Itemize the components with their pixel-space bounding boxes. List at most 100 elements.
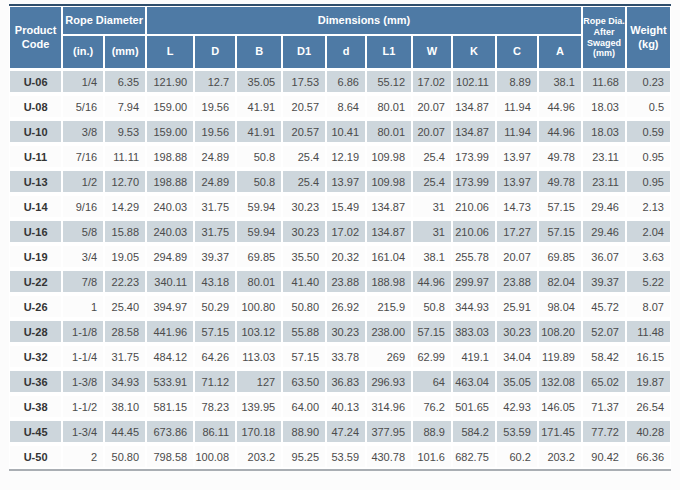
cell-weight: 5.22 xyxy=(626,269,671,294)
spec-table: Product Code Rope Diameter Dimensions (m… xyxy=(9,6,671,469)
cell-L: 294.89 xyxy=(146,244,194,269)
cell-A: 49.78 xyxy=(538,169,582,194)
cell-d: 36.83 xyxy=(326,369,366,394)
table-row: U-26125.40394.9750.29100.8050.8026.92215… xyxy=(9,294,671,319)
cell-K: 299.97 xyxy=(452,269,496,294)
cell-weight: 66.36 xyxy=(626,444,671,469)
cell-C: 30.23 xyxy=(496,319,538,344)
cell-swaged: 18.03 xyxy=(582,119,626,144)
table-row: U-061/46.35121.9012.735.0517.536.8655.12… xyxy=(9,69,671,94)
cell-weight: 8.07 xyxy=(626,294,671,319)
cell-A: 146.05 xyxy=(538,394,582,419)
cell-D: 64.26 xyxy=(194,344,236,369)
cell-L: 198.88 xyxy=(146,144,194,169)
cell-L1: 314.96 xyxy=(366,394,412,419)
cell-d: 23.88 xyxy=(326,269,366,294)
cell-B: 50.8 xyxy=(236,144,282,169)
cell-B: 50.8 xyxy=(236,169,282,194)
cell-code: U-50 xyxy=(9,444,62,469)
cell-weight: 0.95 xyxy=(626,169,671,194)
cell-in: 1-1/8 xyxy=(62,319,104,344)
header-rope-diameter: Rope Diameter xyxy=(62,6,146,35)
cell-A: 44.96 xyxy=(538,94,582,119)
cell-mm: 44.45 xyxy=(104,419,146,444)
table-header: Product Code Rope Diameter Dimensions (m… xyxy=(9,6,671,69)
cell-D: 19.56 xyxy=(194,94,236,119)
cell-d: 20.32 xyxy=(326,244,366,269)
cell-d: 13.97 xyxy=(326,169,366,194)
header-dim-B: B xyxy=(236,35,282,69)
cell-in: 7/16 xyxy=(62,144,104,169)
cell-code: U-10 xyxy=(9,119,62,144)
cell-code: U-32 xyxy=(9,344,62,369)
cell-W: 38.1 xyxy=(412,244,452,269)
cell-C: 11.94 xyxy=(496,119,538,144)
cell-A: 49.78 xyxy=(538,144,582,169)
cell-D: 86.11 xyxy=(194,419,236,444)
cell-L: 798.58 xyxy=(146,444,194,469)
cell-L: 198.88 xyxy=(146,169,194,194)
header-mm: (mm) xyxy=(104,35,146,69)
cell-code: U-45 xyxy=(9,419,62,444)
cell-in: 1-1/2 xyxy=(62,394,104,419)
cell-W: 20.07 xyxy=(412,119,452,144)
cell-code: U-19 xyxy=(9,244,62,269)
cell-d: 26.92 xyxy=(326,294,366,319)
cell-mm: 7.94 xyxy=(104,94,146,119)
cell-D: 31.75 xyxy=(194,194,236,219)
header-weight: Weight (kg) xyxy=(626,6,671,69)
cell-D1: 64.00 xyxy=(282,394,326,419)
cell-D1: 20.57 xyxy=(282,119,326,144)
cell-C: 13.97 xyxy=(496,169,538,194)
cell-L1: 134.87 xyxy=(366,194,412,219)
cell-D1: 95.25 xyxy=(282,444,326,469)
cell-L1: 80.01 xyxy=(366,94,412,119)
cell-code: U-26 xyxy=(9,294,62,319)
cell-weight: 0.5 xyxy=(626,94,671,119)
cell-swaged: 45.72 xyxy=(582,294,626,319)
cell-code: U-38 xyxy=(9,394,62,419)
cell-swaged: 71.37 xyxy=(582,394,626,419)
cell-swaged: 18.03 xyxy=(582,94,626,119)
cell-mm: 14.29 xyxy=(104,194,146,219)
cell-C: 25.91 xyxy=(496,294,538,319)
cell-D1: 50.80 xyxy=(282,294,326,319)
cell-in: 5/16 xyxy=(62,94,104,119)
cell-mm: 22.23 xyxy=(104,269,146,294)
cell-in: 1/2 xyxy=(62,169,104,194)
cell-d: 47.24 xyxy=(326,419,366,444)
cell-W: 57.15 xyxy=(412,319,452,344)
cell-L1: 215.9 xyxy=(366,294,412,319)
cell-weight: 0.95 xyxy=(626,144,671,169)
cell-K: 419.1 xyxy=(452,344,496,369)
cell-B: 113.03 xyxy=(236,344,282,369)
cell-code: U-11 xyxy=(9,144,62,169)
cell-W: 25.4 xyxy=(412,144,452,169)
cell-in: 3/4 xyxy=(62,244,104,269)
cell-D1: 35.50 xyxy=(282,244,326,269)
cell-C: 42.93 xyxy=(496,394,538,419)
cell-L: 441.96 xyxy=(146,319,194,344)
cell-L: 673.86 xyxy=(146,419,194,444)
cell-A: 57.15 xyxy=(538,219,582,244)
cell-in: 7/8 xyxy=(62,269,104,294)
header-dim-K: K xyxy=(452,35,496,69)
cell-weight: 40.28 xyxy=(626,419,671,444)
cell-B: 203.2 xyxy=(236,444,282,469)
cell-C: 35.05 xyxy=(496,369,538,394)
cell-mm: 12.70 xyxy=(104,169,146,194)
cell-D: 78.23 xyxy=(194,394,236,419)
cell-mm: 28.58 xyxy=(104,319,146,344)
header-rope-dia-after-swaged: Rope Dia. After Swaged (mm) xyxy=(582,6,626,69)
cell-W: 25.4 xyxy=(412,169,452,194)
cell-in: 5/8 xyxy=(62,219,104,244)
cell-D1: 88.90 xyxy=(282,419,326,444)
cell-C: 11.94 xyxy=(496,94,538,119)
cell-d: 6.86 xyxy=(326,69,366,94)
cell-swaged: 65.02 xyxy=(582,369,626,394)
cell-A: 44.96 xyxy=(538,119,582,144)
table-row: U-321-1/431.75484.1264.26113.0357.1533.7… xyxy=(9,344,671,369)
cell-D1: 57.15 xyxy=(282,344,326,369)
cell-K: 134.87 xyxy=(452,94,496,119)
cell-D: 19.56 xyxy=(194,119,236,144)
